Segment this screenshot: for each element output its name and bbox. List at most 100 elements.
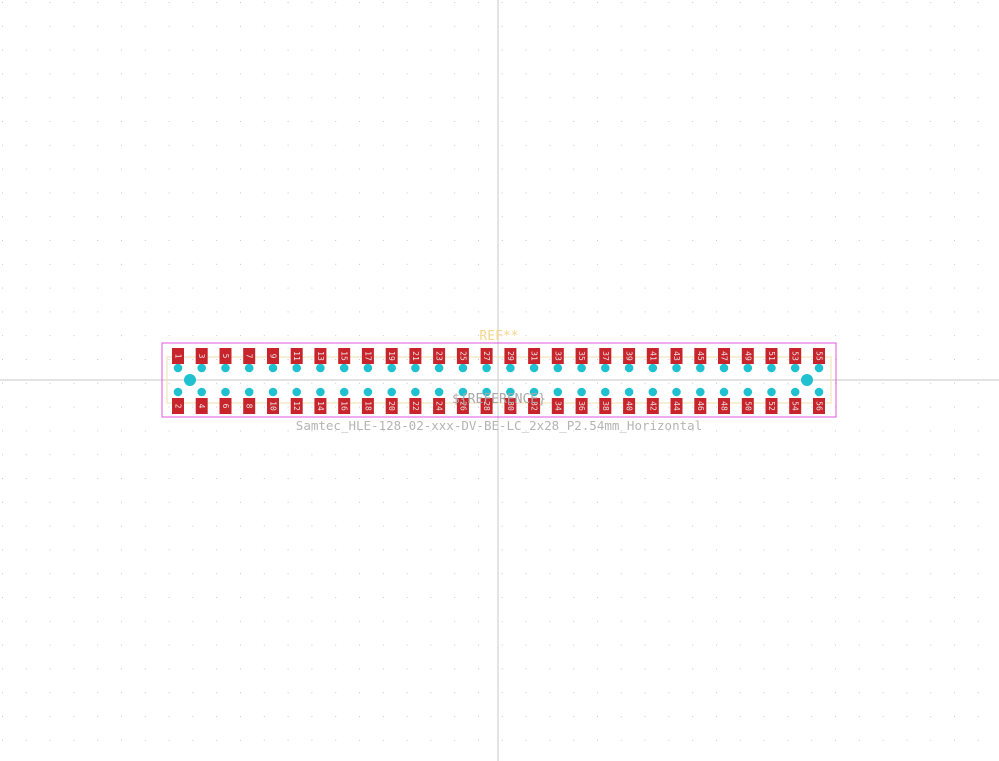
pad-32[interactable]: 32 [528, 398, 541, 414]
grid-dot [359, 144, 360, 146]
grid-dot [549, 192, 551, 194]
pad-46[interactable]: 46 [694, 398, 707, 414]
pad-15[interactable]: 15 [338, 348, 351, 364]
pad-28[interactable]: 28 [480, 398, 493, 414]
pad-43[interactable]: 43 [670, 348, 683, 364]
pad-16[interactable]: 16 [338, 398, 351, 414]
pad-number-label: 38 [601, 401, 610, 411]
pad-53[interactable]: 53 [789, 348, 802, 364]
pad-7[interactable]: 7 [243, 348, 256, 364]
pad-11[interactable]: 11 [290, 348, 303, 364]
grid-dot [454, 2, 456, 3]
pad-5[interactable]: 5 [219, 348, 232, 364]
grid-dot [811, 430, 813, 432]
grid-dot [501, 216, 503, 218]
grid-dot [192, 240, 194, 241]
pad-50[interactable]: 50 [741, 398, 754, 414]
pad-21[interactable]: 21 [409, 348, 422, 364]
grid-dot [97, 192, 99, 194]
pad-22[interactable]: 22 [409, 398, 422, 414]
grid-dot [2, 240, 3, 241]
pad-37[interactable]: 37 [599, 348, 612, 364]
pad-9[interactable]: 9 [267, 348, 279, 364]
pad-42[interactable]: 42 [646, 398, 659, 414]
grid-dot [977, 263, 979, 265]
grid-dot [192, 263, 194, 265]
pad-number-label: 33 [553, 351, 562, 361]
pad-51[interactable]: 51 [765, 348, 778, 364]
grid-dot [573, 311, 575, 313]
grid-dot [263, 716, 265, 717]
grid-dot [739, 359, 741, 360]
grid-dot [192, 335, 194, 337]
pad-39[interactable]: 39 [623, 348, 636, 364]
pad-34[interactable]: 34 [551, 398, 564, 414]
grid-dot [287, 525, 289, 527]
grid-dot [573, 478, 575, 479]
grid-dot [525, 597, 527, 598]
grid-dot [763, 406, 765, 408]
pad-number-label: 19 [387, 351, 396, 361]
pad-30[interactable]: 30 [504, 398, 517, 414]
pad-8[interactable]: 8 [243, 398, 256, 414]
pad-3[interactable]: 3 [195, 348, 208, 364]
grid-dot [430, 359, 432, 360]
pad-55[interactable]: 55 [813, 348, 825, 364]
pad-18[interactable]: 18 [361, 398, 374, 414]
pad-56[interactable]: 56 [813, 398, 825, 414]
grid-dot [549, 549, 551, 551]
pad-45[interactable]: 45 [694, 348, 707, 364]
pad-12[interactable]: 12 [290, 398, 303, 414]
smd-pads[interactable]: 1 3 5 7 9 11 13 15 17 19 21 23 25 27 29 31 33 35 37 39 41 43 4… [172, 348, 825, 414]
pad-19[interactable]: 19 [385, 348, 398, 364]
pad-14[interactable]: 14 [314, 398, 327, 414]
grid-dot [882, 525, 884, 527]
grid-dot [287, 501, 289, 503]
grid-dot [382, 382, 384, 384]
grid-dot [382, 620, 384, 622]
grid-dot [811, 644, 813, 646]
grid-dot [644, 121, 646, 122]
grid-dot [668, 739, 670, 741]
pad-10[interactable]: 10 [267, 398, 279, 414]
pad-36[interactable]: 36 [575, 398, 588, 414]
pad-33[interactable]: 33 [551, 348, 564, 364]
pad-38[interactable]: 38 [599, 398, 612, 414]
pad-26[interactable]: 26 [456, 398, 469, 414]
pad-48[interactable]: 48 [718, 398, 730, 414]
pad-40[interactable]: 40 [623, 398, 636, 414]
grid-dot [97, 406, 99, 408]
grid-dot [716, 382, 717, 384]
pad-2[interactable]: 2 [172, 398, 184, 414]
pad-54[interactable]: 54 [789, 398, 802, 414]
grid-dot [478, 620, 479, 622]
grid-dot [882, 168, 884, 170]
pad-31[interactable]: 31 [528, 348, 541, 364]
pad-27[interactable]: 27 [480, 348, 493, 364]
footprint[interactable]: 1 3 5 7 9 11 13 15 17 19 21 23 25 27 29 31 33 35 37 39 41 43 4… [161, 329, 837, 433]
grid-dot [478, 263, 479, 265]
pad-25[interactable]: 25 [456, 348, 469, 364]
grid-dot [335, 549, 337, 551]
grid-dot [406, 478, 408, 479]
grid-dot [263, 287, 265, 289]
pad-41[interactable]: 41 [646, 348, 659, 364]
pad-29[interactable]: 29 [504, 348, 517, 364]
grid-dot [216, 121, 218, 122]
pad-17[interactable]: 17 [361, 348, 374, 364]
pad-44[interactable]: 44 [670, 398, 683, 414]
pad-49[interactable]: 49 [741, 348, 754, 364]
pad-52[interactable]: 52 [765, 398, 778, 414]
pad-23[interactable]: 23 [433, 348, 446, 364]
pad-4[interactable]: 4 [195, 398, 208, 414]
pad-47[interactable]: 47 [718, 348, 730, 364]
pad-6[interactable]: 6 [219, 398, 232, 414]
pad-24[interactable]: 24 [433, 398, 446, 414]
grid-dot [835, 478, 836, 479]
pad-1[interactable]: 1 [172, 348, 184, 364]
pad-13[interactable]: 13 [314, 348, 327, 364]
through-hole [648, 387, 658, 397]
pad-20[interactable]: 20 [385, 398, 398, 414]
pad-35[interactable]: 35 [575, 348, 588, 364]
